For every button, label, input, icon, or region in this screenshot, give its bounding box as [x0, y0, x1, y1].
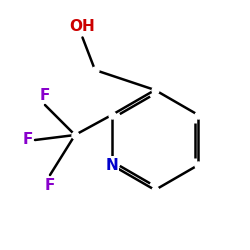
Text: OH: OH — [70, 19, 96, 34]
Text: N: N — [105, 158, 118, 172]
Text: F: F — [40, 88, 50, 102]
Text: F: F — [22, 132, 32, 148]
Text: F: F — [45, 178, 55, 192]
